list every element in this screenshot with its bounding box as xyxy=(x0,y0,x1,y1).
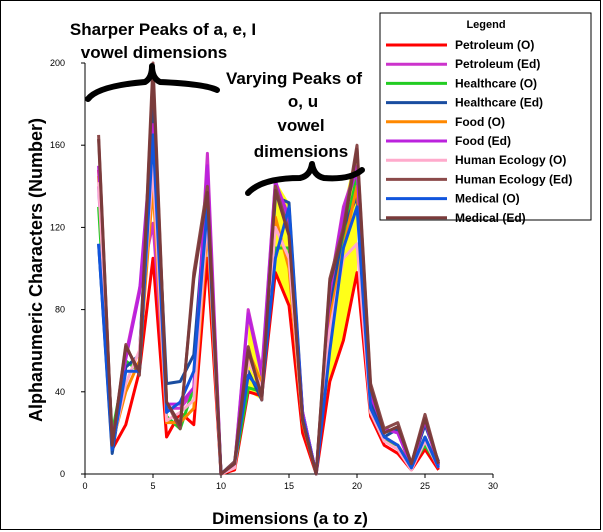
x-tick-label: 5 xyxy=(150,481,155,491)
annotation-sharper-peaks-line1: Sharper Peaks of a, e, I xyxy=(70,20,256,39)
annotation-varying-peaks-line2: o, u xyxy=(288,92,318,111)
series-lines xyxy=(97,61,441,476)
y-tick-label: 0 xyxy=(60,469,65,479)
legend-item-label: Food (O) xyxy=(455,115,505,129)
y-axis-label: Alphanumeric Characters (Number) xyxy=(26,118,46,422)
axes: 0 5 10 15 20 25 30 0 40 80 120 160 200 xyxy=(50,58,498,491)
y-tick-label: 40 xyxy=(55,387,65,397)
legend-item-label: Healthcare (O) xyxy=(455,76,537,90)
x-tick-label: 10 xyxy=(216,481,226,491)
legend-item-label: Medical (Ed) xyxy=(455,211,526,225)
y-tick-label: 80 xyxy=(55,305,65,315)
x-tick-label: 20 xyxy=(352,481,362,491)
legend-item-label: Petroleum (Ed) xyxy=(455,57,540,71)
y-tick-label: 200 xyxy=(50,58,65,68)
legend-item-label: Food (Ed) xyxy=(455,134,511,148)
brace-right-annotation xyxy=(245,161,365,196)
legend-title: Legend xyxy=(466,19,505,31)
series-line-10 xyxy=(97,71,441,476)
y-tick-label: 160 xyxy=(50,140,65,150)
annotation-varying-peaks: Varying Peaks of o, u vowel dimensions xyxy=(226,69,365,196)
legend-item-label: Petroleum (O) xyxy=(455,38,534,52)
x-tick-label: 0 xyxy=(82,481,87,491)
y-tick-label: 120 xyxy=(50,222,65,232)
x-axis-label: Dimensions (a to z) xyxy=(212,509,368,528)
series-line-9 xyxy=(97,133,440,476)
x-tick-label: 25 xyxy=(420,481,430,491)
x-tick-label: 30 xyxy=(488,481,498,491)
legend-item-label: Human Ecology (O) xyxy=(455,153,566,167)
annotation-varying-peaks-line4: dimensions xyxy=(254,142,348,161)
legend: Legend Petroleum (O) Petroleum (Ed) Health… xyxy=(379,12,592,225)
legend-item-label: Medical (O) xyxy=(455,192,520,206)
legend-box xyxy=(379,12,592,221)
legend-item-label: Healthcare (Ed) xyxy=(455,96,543,110)
annotation-varying-peaks-line3: vowel xyxy=(277,116,324,135)
brace-left-annotation xyxy=(85,63,220,102)
annotation-sharper-peaks-line2: vowel dimensions xyxy=(81,43,227,62)
legend-item-label: Human Ecology (Ed) xyxy=(455,172,572,186)
x-tick-label: 15 xyxy=(284,481,294,491)
annotation-sharper-peaks: Sharper Peaks of a, e, I vowel dimension… xyxy=(70,20,256,102)
annotation-varying-peaks-line1: Varying Peaks of xyxy=(226,69,362,88)
